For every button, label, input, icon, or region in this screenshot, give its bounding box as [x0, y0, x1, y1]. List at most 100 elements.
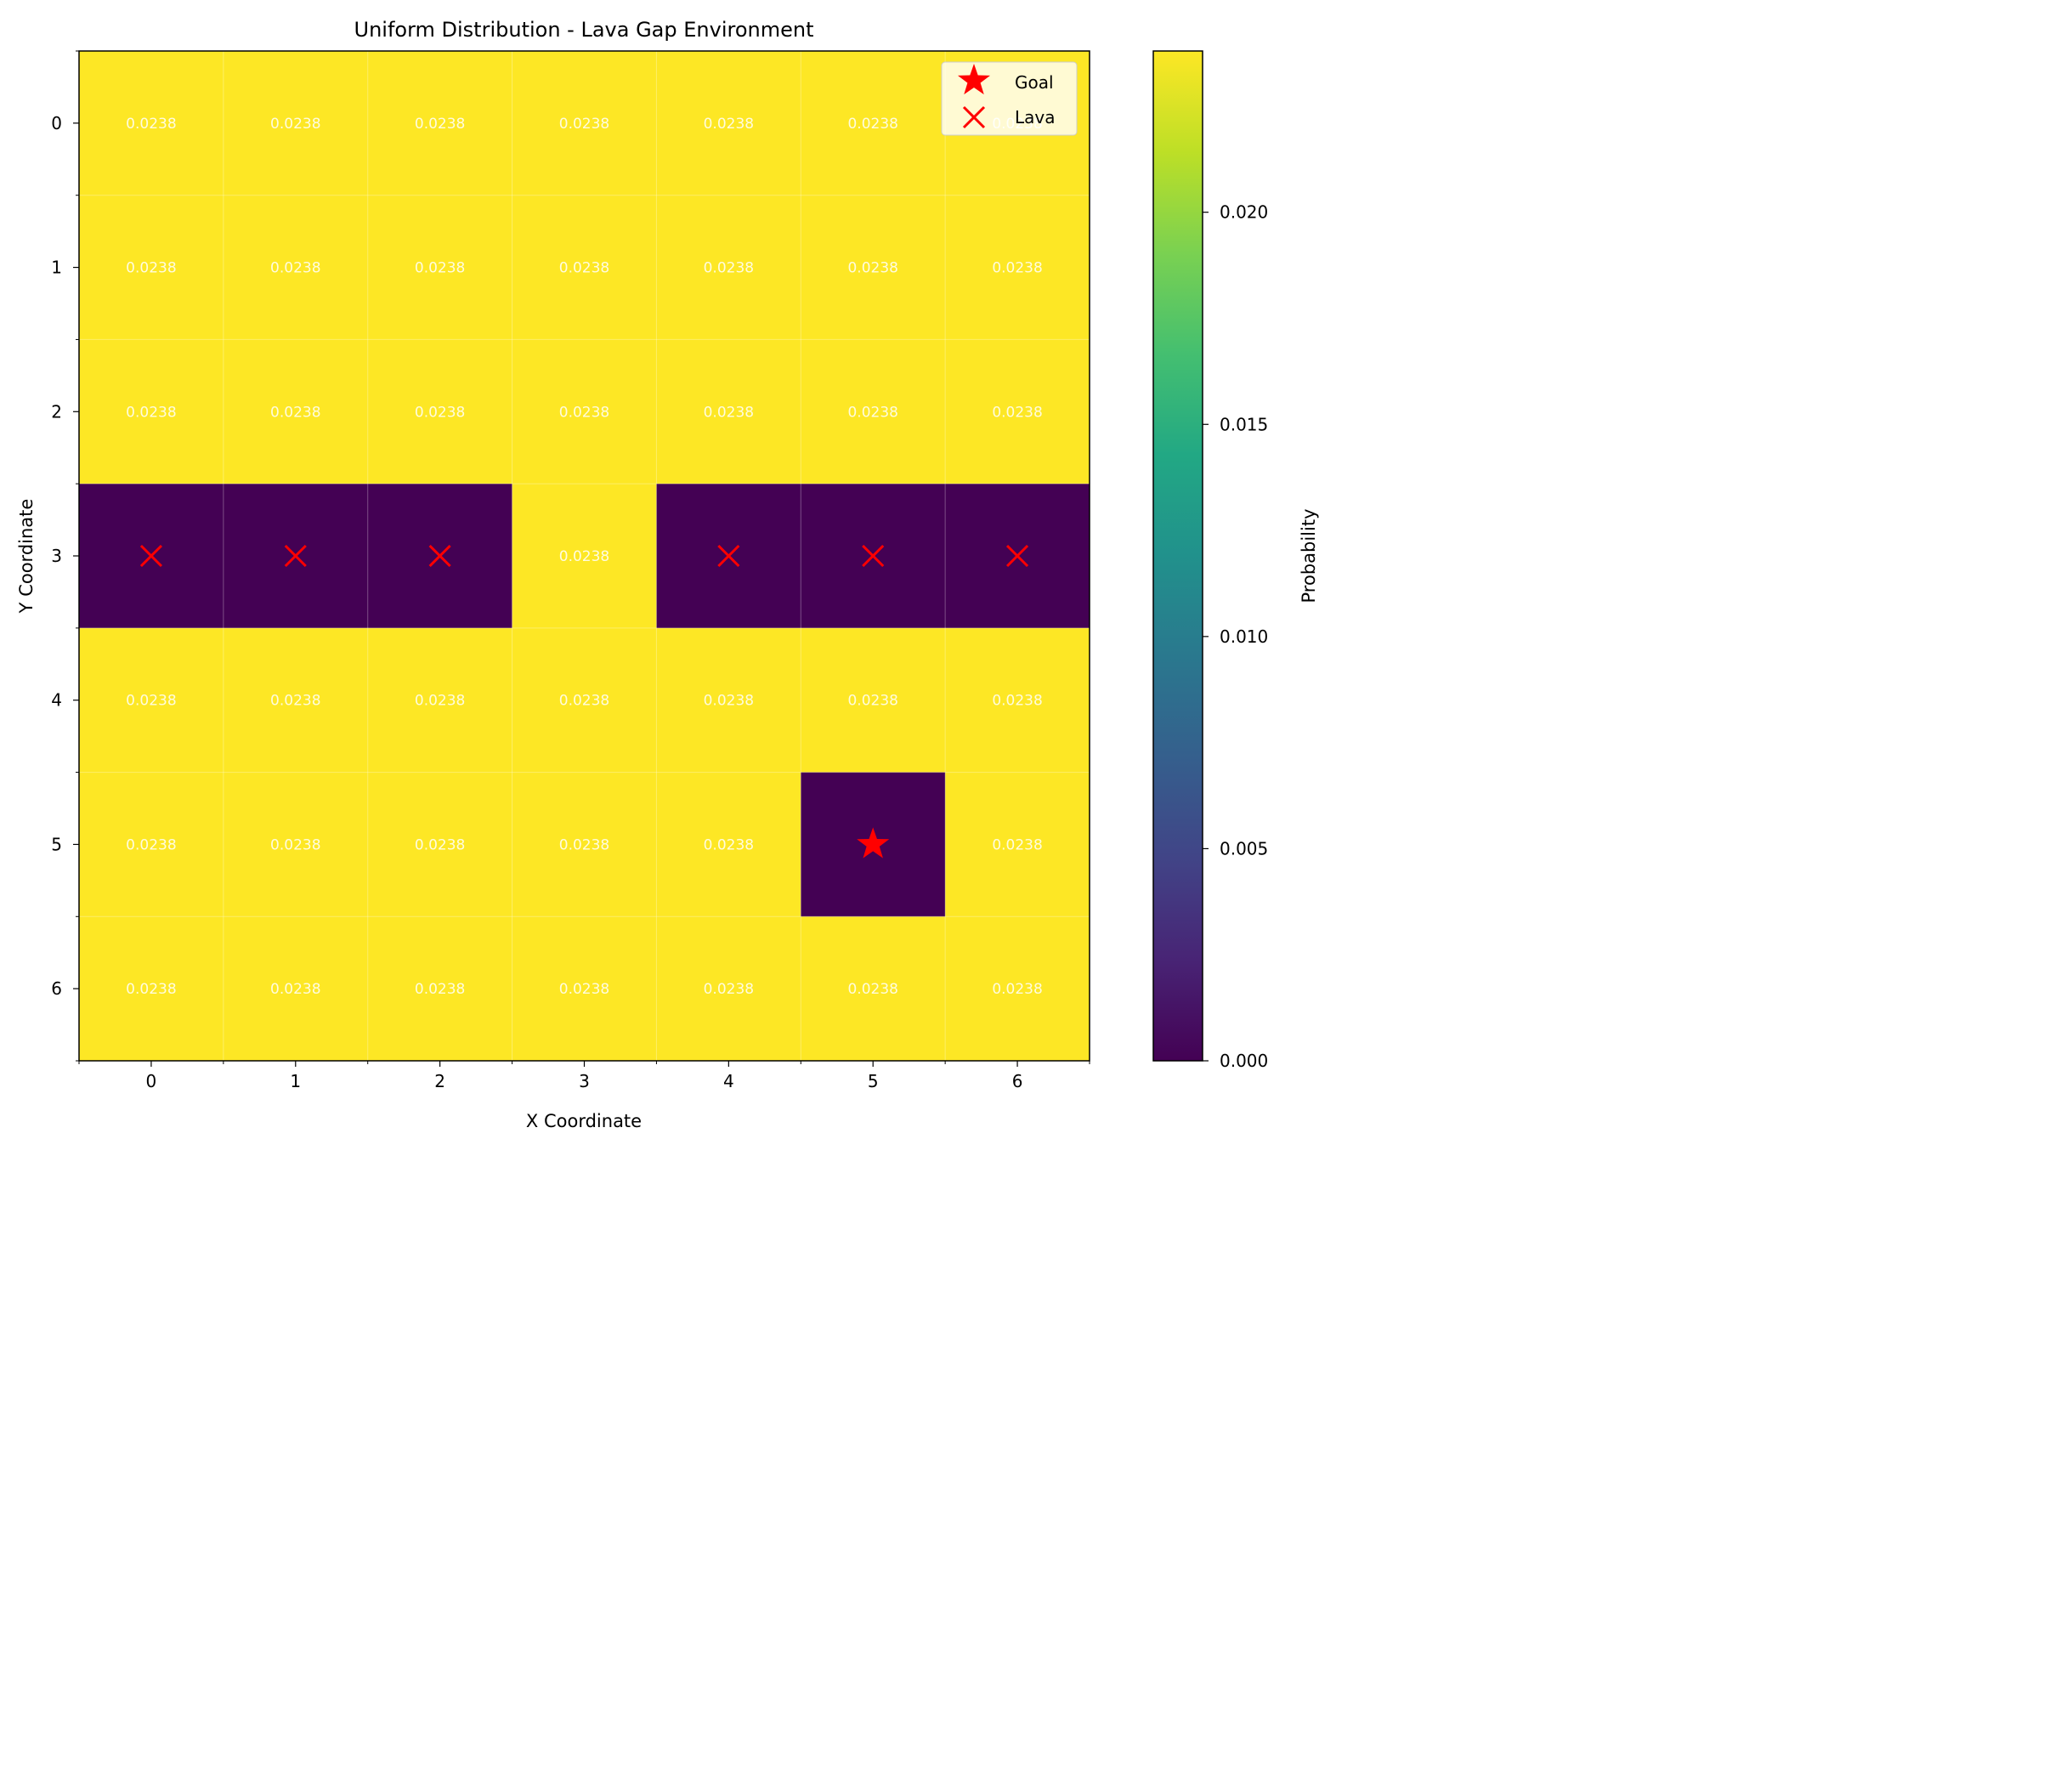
colorbar-tick-label: 0.015: [1220, 414, 1268, 434]
heatmap-cell-5-6: [801, 916, 946, 1062]
heatmap-cell-0-2: [79, 339, 224, 484]
cell-value-label: 0.0238: [704, 693, 754, 710]
cell-value-label: 0.0238: [847, 981, 897, 998]
lava-x-marker: [1006, 544, 1029, 568]
y-tick-label: 3: [51, 546, 62, 566]
heatmap-cell-6-4: [945, 627, 1090, 774]
heatmap-cell-3-0: [512, 51, 657, 196]
cell-value-label: 0.0238: [559, 116, 609, 133]
legend-lava-x-shape: [962, 105, 986, 129]
heatmap-cell-1-4: [223, 627, 369, 774]
y-tick-label: 1: [51, 258, 62, 278]
heatmap-cell-1-6: [223, 916, 369, 1062]
cell-value-label: 0.0238: [847, 116, 897, 133]
legend-goal-star-icon: [957, 64, 991, 95]
cell-value-label: 0.0238: [992, 836, 1042, 853]
cell-value-label: 0.0238: [270, 836, 320, 853]
y-axis-label: Y Coordinate: [16, 499, 37, 615]
cell-value-label: 0.0238: [126, 260, 176, 277]
heatmap-cell-5-2: [801, 339, 946, 484]
heatmap-cell-2-1: [367, 195, 513, 340]
cell-value-label: 0.0238: [126, 404, 176, 421]
cell-value-label: 0.0238: [415, 981, 465, 998]
lava-x-marker: [862, 544, 885, 568]
y-tick-label: 0: [51, 113, 62, 133]
heatmap-chart: Uniform Distribution - Lava Gap Environm…: [16, 18, 1319, 1131]
heatmap-cell-3-6: [512, 916, 657, 1062]
colorbar-label: Probability: [1299, 508, 1319, 603]
legend: Goal Lava: [941, 61, 1078, 136]
cell-value-label: 0.0238: [270, 260, 320, 277]
cell-value-label: 0.0238: [126, 693, 176, 710]
heatmap-cell-1-0: [223, 51, 369, 196]
heatmap-cells: [79, 51, 1090, 1062]
cell-value-label: 0.0238: [559, 404, 609, 421]
heatmap-cell-0-0: [79, 51, 224, 196]
lava-x-marker: [284, 544, 307, 568]
heatmap-cell-4-5: [656, 772, 801, 917]
legend-frame: [941, 61, 1078, 136]
legend-label-goal: Goal: [1015, 72, 1054, 93]
heatmap-cell-4-0: [656, 51, 801, 196]
y-tick-label: 5: [51, 834, 62, 854]
heatmap-cell-4-4: [656, 627, 801, 774]
heatmap-cell-6-5: [945, 772, 1090, 917]
cell-value-label: 0.0238: [126, 116, 176, 133]
cell-value-label: 0.0238: [559, 260, 609, 277]
axes: 0 0 1 1 2 2 3 3 4 4 5 5 6 6: [51, 50, 1090, 1091]
cell-value-label: 0.0238: [559, 548, 609, 565]
goal-star-marker: [857, 827, 890, 858]
y-tick-label: 6: [51, 978, 62, 999]
cell-value-label: 0.0238: [415, 404, 465, 421]
heatmap-cell-1-1: [223, 195, 369, 340]
heatmap-cell-5-1: [801, 195, 946, 340]
x-tick-label: 3: [579, 1071, 590, 1091]
heatmap-cell-6-6: [945, 916, 1090, 1062]
legend-lava-x-icon: [962, 105, 986, 129]
chart-title: Uniform Distribution - Lava Gap Environm…: [354, 18, 814, 42]
heatmap-cell-2-4: [367, 627, 513, 774]
cell-value-label: 0.0238: [992, 693, 1042, 710]
x-tick-label: 5: [868, 1071, 879, 1091]
cell-value-labels: 0.0238 0.0238 0.0238 0.0238 0.0238 0.0238 0.02…: [126, 116, 1043, 998]
colorbar-tick-label: 0.020: [1220, 202, 1268, 223]
cell-value-label: 0.0238: [992, 981, 1042, 998]
cell-value-label: 0.0238: [270, 116, 320, 133]
heatmap-cell-3-4: [512, 627, 657, 774]
heatmap-grid: [79, 51, 1090, 1061]
cell-value-label: 0.0238: [992, 404, 1042, 421]
x-tick-label: 2: [434, 1071, 445, 1091]
cell-value-label: 0.0238: [847, 693, 897, 710]
heatmap-cell-2-5: [367, 772, 513, 917]
x-axis-label: X Coordinate: [526, 1111, 642, 1131]
heatmap-cell-3-3: [512, 484, 657, 629]
cell-value-label: 0.0238: [704, 116, 754, 133]
cell-value-label: 0.0238: [415, 116, 465, 133]
heatmap-cell-0-6: [79, 916, 224, 1062]
cell-value-label: 0.0238: [704, 981, 754, 998]
cell-value-label: 0.0238: [559, 836, 609, 853]
cell-value-label: 0.0238: [270, 404, 320, 421]
lava-x-marker: [139, 544, 162, 568]
cell-value-label: 0.0238: [415, 693, 465, 710]
cell-value-label: 0.0238: [847, 404, 897, 421]
colorbar-gradient: [1152, 50, 1203, 1062]
heatmap-cell-6-2: [945, 339, 1090, 484]
heatmap-cell-3-1: [512, 195, 657, 340]
heatmap-cell-2-0: [367, 51, 513, 196]
y-tick-label: 2: [51, 401, 62, 422]
colorbar-tick-label: 0.005: [1220, 838, 1268, 858]
cell-value-label: 0.0238: [704, 404, 754, 421]
cell-value-label: 0.0238: [126, 836, 176, 853]
heatmap-cell-2-2: [367, 339, 513, 484]
heatmap-cell-4-2: [656, 339, 801, 484]
cell-value-label: 0.0238: [559, 981, 609, 998]
cell-markers: [139, 544, 1029, 858]
heatmap-cell-0-4: [79, 627, 224, 774]
heatmap-cell-1-5: [223, 772, 369, 917]
cell-value-label: 0.0238: [847, 260, 897, 277]
heatmap-cell-6-1: [945, 195, 1090, 340]
cell-value-label: 0.0238: [704, 260, 754, 277]
cell-value-label: 0.0238: [270, 981, 320, 998]
x-tick-label: 6: [1012, 1071, 1023, 1091]
